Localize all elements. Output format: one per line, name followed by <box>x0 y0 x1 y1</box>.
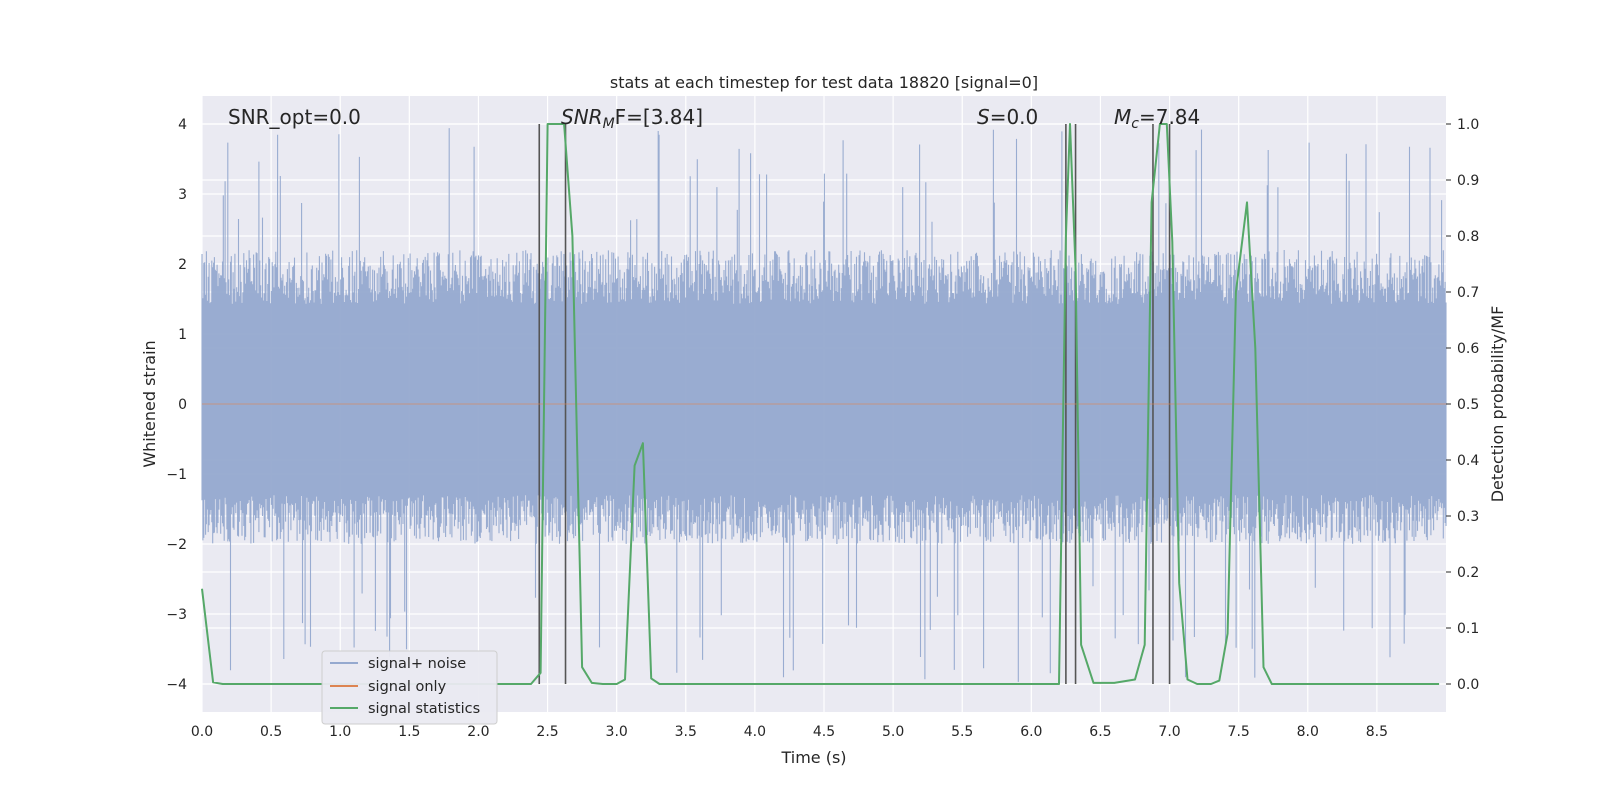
chart-title: stats at each timestep for test data 188… <box>610 73 1038 92</box>
left-y-tick-label: 3 <box>178 187 187 203</box>
right-y-tick-label: 0.6 <box>1457 341 1479 357</box>
x-tick-label: 8.0 <box>1297 724 1319 740</box>
signal-statistics-series <box>201 123 1440 685</box>
right-y-tick-labels: 1.0 0.9 0.8 0.7 0.6 0.5 0.4 0.3 0.2 0.1 0.0 <box>1446 117 1479 693</box>
x-tick-label: 0.5 <box>260 724 282 740</box>
x-tick-label: 5.0 <box>882 724 904 740</box>
x-tick-label: 4.0 <box>744 724 766 740</box>
left-y-tick-label: 0 <box>178 397 187 413</box>
left-y-tick-label: 1 <box>178 327 187 343</box>
right-y-tick-label: 0.4 <box>1457 453 1479 469</box>
annotation-snr-opt: SNR_opt=0.0 <box>228 105 361 129</box>
x-tick-label: 4.5 <box>813 724 835 740</box>
x-tick-label: 0.0 <box>191 724 213 740</box>
right-y-tick-label: 0.7 <box>1457 285 1479 301</box>
x-tick-label: 6.0 <box>1020 724 1042 740</box>
x-axis-label: Time (s) <box>780 748 846 767</box>
x-tick-label: 5.5 <box>951 724 973 740</box>
annotation-s: S=0.0 <box>977 105 1038 129</box>
signal-statistics-line <box>201 123 1440 685</box>
x-tick-labels: 0.0 0.5 1.0 1.5 2.0 2.5 3.0 3.5 4.0 4.5 5.0 5.5 6.0 6… <box>191 724 1388 740</box>
x-tick-label: 2.5 <box>536 724 558 740</box>
left-y-tick-labels: 4 3 2 1 0 −1 −2 −3 −4 <box>166 117 187 693</box>
annotation-s-symbol: S <box>977 105 990 129</box>
left-y-axis-label: Whitened strain <box>140 340 159 467</box>
right-y-tick-label: 1.0 <box>1457 117 1479 133</box>
right-y-tick-label: 0.0 <box>1457 677 1479 693</box>
x-tick-label: 1.0 <box>329 724 351 740</box>
right-y-tick-label: 0.9 <box>1457 173 1479 189</box>
x-tick-label: 7.5 <box>1228 724 1250 740</box>
x-tick-label: 1.5 <box>398 724 420 740</box>
annotation-snr-mf-rest: F=[3.84] <box>615 105 703 129</box>
x-tick-label: 8.5 <box>1366 724 1388 740</box>
annotation-snr-mf: SNRMF=[3.84] <box>561 105 703 132</box>
x-tick-label: 7.0 <box>1158 724 1180 740</box>
annotation-snr-mf-sub: M <box>603 116 615 132</box>
left-y-tick-label: −2 <box>166 537 187 553</box>
legend-label-signal-only: signal only <box>368 679 447 695</box>
legend-box <box>321 650 498 725</box>
right-y-tick-label: 0.3 <box>1457 509 1479 525</box>
left-y-tick-label: −1 <box>166 467 187 483</box>
right-y-tick-label: 0.8 <box>1457 229 1479 245</box>
x-tick-label: 2.0 <box>467 724 489 740</box>
right-y-tick-label: 0.1 <box>1457 621 1479 637</box>
legend-label-signal-noise: signal+ noise <box>368 656 466 672</box>
left-y-tick-label: 2 <box>178 257 187 273</box>
x-tick-label: 3.0 <box>606 724 628 740</box>
annotation-mc-main: M <box>1114 105 1131 129</box>
right-y-axis-label: Detection probability/MF <box>1488 306 1507 503</box>
left-y-tick-label: 4 <box>178 117 187 133</box>
legend-label-signal-statistics: signal statistics <box>368 701 480 717</box>
x-tick-label: 3.5 <box>675 724 697 740</box>
left-y-tick-label: −3 <box>166 607 187 623</box>
annotation-mc-sub: c <box>1131 116 1139 132</box>
annotation-snr-mf-main: SNR <box>561 105 603 129</box>
annotation-mc: Mc=7.84 <box>1114 105 1200 132</box>
annotation-s-value: =0.0 <box>990 105 1039 129</box>
right-y-tick-label: 0.2 <box>1457 565 1479 581</box>
legend: signal+ noise signal only signal statist… <box>321 650 498 725</box>
x-tick-label: 6.5 <box>1089 724 1111 740</box>
right-y-tick-label: 0.5 <box>1457 397 1479 413</box>
annotation-mc-value: =7.84 <box>1139 105 1200 129</box>
left-y-tick-label: −4 <box>166 677 187 693</box>
